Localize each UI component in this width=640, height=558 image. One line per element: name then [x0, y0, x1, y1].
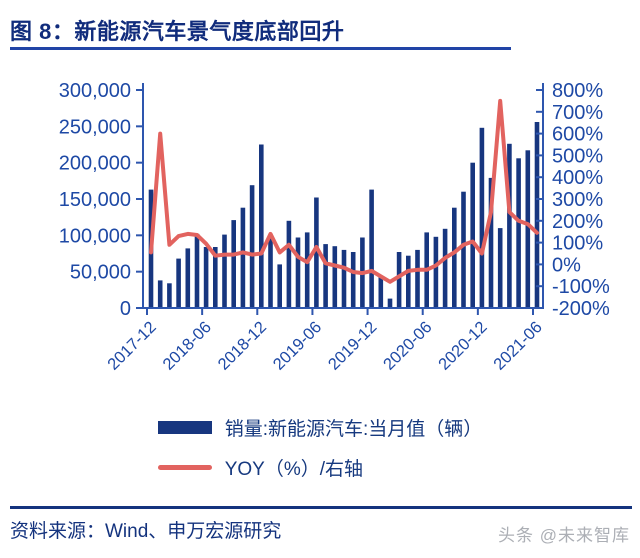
left-axis-tick-label: 250,000 — [59, 116, 131, 138]
x-axis-tick-label: 2020-06 — [380, 318, 436, 374]
right-axis-tick-label: 500% — [552, 145, 603, 167]
sales-bar — [516, 158, 521, 308]
right-axis-tick-label: 100% — [552, 233, 603, 255]
sales-bar — [249, 185, 255, 308]
sales-bar — [488, 177, 494, 308]
sales-bar — [185, 248, 191, 308]
x-axis-tick-label: 2020-12 — [435, 318, 491, 374]
sales-bar — [378, 276, 384, 308]
sales-bar — [396, 252, 402, 308]
yoy-line — [149, 98, 539, 284]
footer-divider — [10, 506, 632, 509]
watermark: 头条 @未来智库 — [498, 526, 630, 545]
sales-bar — [452, 207, 457, 308]
sales-bar — [433, 236, 439, 308]
sales-bar — [176, 258, 181, 308]
left-axis-tick-label: 100,000 — [59, 225, 131, 247]
sales-bar — [534, 122, 540, 308]
chart-canvas: 0 50,000 100,000 150,000 200,000 250,000 300,0… — [59, 80, 610, 374]
sales-bar — [222, 234, 227, 308]
right-axis-tick-label: -100% — [552, 276, 610, 298]
right-axis-tick-label: 800% — [552, 80, 603, 102]
sales-bar — [295, 237, 301, 308]
sales-bar — [286, 220, 292, 308]
right-axis-tick-label: 600% — [552, 124, 603, 146]
sales-bar — [479, 127, 485, 308]
sales-bar — [525, 150, 531, 308]
sales-bar — [240, 207, 246, 308]
right-axis-tick-label: 0% — [552, 254, 581, 276]
sales-bar — [203, 247, 209, 308]
right-axis-tick-label: 200% — [552, 211, 603, 233]
sales-bar — [167, 283, 172, 308]
sales-bar — [415, 249, 420, 308]
sales-legend-label: 销量:新能源汽车:当月值（辆） — [224, 419, 483, 440]
sales-bar — [369, 189, 374, 308]
sales-bar — [259, 144, 264, 308]
title-underline — [10, 47, 511, 50]
sales-bar — [350, 252, 356, 308]
sales-bar — [213, 247, 218, 308]
sales-legend-swatch — [157, 421, 212, 434]
sales-bar — [323, 244, 328, 308]
sales-bar — [461, 191, 466, 308]
sales-bar — [341, 249, 347, 308]
left-axis-tick-label: 200,000 — [59, 153, 131, 175]
source-note: 资料来源：Wind、申万宏源研究 — [10, 521, 282, 542]
yoy-legend-label: YOY（%）/右轴 — [224, 459, 364, 480]
x-axis-tick-label: 2021-06 — [490, 318, 546, 374]
right-axis-tick-label: -200% — [552, 298, 610, 320]
yoy-legend-swatch — [157, 465, 212, 470]
sales-bar — [231, 220, 236, 308]
x-axis-tick-label: 2018-06 — [159, 318, 215, 374]
left-axis-tick-label: 0 — [120, 298, 131, 320]
sales-bar — [304, 232, 310, 308]
x-axis-tick-label: 2018-12 — [215, 318, 271, 374]
legend-item-yoy: YOY（%）/右轴 — [157, 454, 364, 481]
legend-item-sales: 销量:新能源汽车:当月值（辆） — [157, 414, 483, 441]
sales-bar — [332, 246, 338, 308]
sales-bar — [497, 228, 503, 308]
left-axis-tick-label: 150,000 — [59, 189, 131, 211]
sales-bar — [387, 298, 393, 308]
sales-bar — [277, 264, 282, 308]
right-axis-tick-label: 700% — [552, 102, 603, 124]
x-axis-tick-label: 2017-12 — [104, 318, 160, 374]
sales-bar — [442, 228, 448, 308]
sales-bar — [194, 233, 200, 308]
sales-bar — [507, 143, 512, 308]
x-axis-tick-label: 2019-12 — [325, 318, 381, 374]
sales-bar — [406, 255, 411, 308]
right-axis-tick-label: 300% — [552, 189, 603, 211]
sales-bars — [148, 122, 540, 308]
x-axis-tick-label: 2019-06 — [270, 318, 326, 374]
left-axis-tick-label: 300,000 — [59, 80, 131, 102]
left-axis-tick-label: 50,000 — [70, 262, 131, 284]
sales-bar — [314, 197, 319, 308]
chart-legend: 销量:新能源汽车:当月值（辆） YOY（%）/右轴 — [0, 414, 640, 481]
sales-bar — [268, 238, 273, 308]
sales-bar — [470, 162, 475, 308]
sales-bar — [157, 280, 163, 308]
right-axis-tick-label: 400% — [552, 167, 603, 189]
figure-title: 图 8：新能源汽车景气度底部回升 — [10, 19, 345, 44]
